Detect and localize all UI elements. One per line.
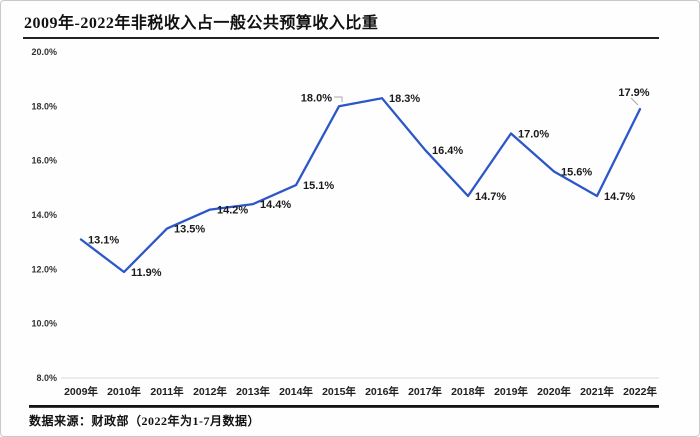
x-axis-tick-label: 2014年 [279, 385, 313, 398]
bottom-rule [29, 405, 659, 408]
y-axis-tick-label: 16.0% [31, 156, 57, 166]
x-axis-tick-label: 2020年 [537, 385, 571, 398]
data-point-label: 14.2% [217, 205, 248, 217]
x-axis-tick-label: 2010年 [107, 385, 141, 398]
label-leader-line [630, 97, 639, 106]
data-point-label: 14.7% [604, 191, 635, 203]
data-point-label: 16.4% [432, 145, 463, 157]
x-axis-tick-label: 2022年 [623, 385, 657, 398]
data-point-label: 13.5% [174, 224, 205, 236]
data-point-label: 14.7% [475, 191, 506, 203]
source-note: 数据来源：财政部（2022年为1-7月数据） [29, 414, 260, 428]
x-axis-tick-label: 2013年 [236, 385, 270, 398]
data-point-label: 14.4% [260, 199, 291, 211]
trend-line [79, 97, 642, 274]
label-leader-line [334, 96, 343, 102]
data-point-label: 15.6% [561, 167, 592, 179]
x-axis-tick-label: 2017年 [408, 385, 442, 398]
y-axis-tick-label: 12.0% [31, 264, 57, 274]
chart-title: 2009年-2022年非税收入占一般公共预算收入比重 [24, 15, 379, 32]
x-axis-tick-label: 2018年 [451, 385, 485, 398]
y-axis-tick-label: 8.0% [36, 373, 57, 383]
data-point-label: 15.1% [303, 180, 334, 192]
x-axis-tick-label: 2009年 [64, 385, 98, 398]
data-point-label: 18.0% [301, 92, 332, 104]
y-axis-tick-label: 18.0% [31, 101, 57, 111]
y-axis-tick-label: 10.0% [31, 319, 57, 329]
data-point-label: 18.3% [389, 93, 420, 105]
x-axis-tick-label: 2012年 [193, 385, 227, 398]
x-axis-tick-label: 2016年 [365, 385, 399, 398]
title-divider [23, 37, 659, 39]
data-point-label: 17.0% [518, 129, 549, 141]
x-axis-tick-label: 2021年 [580, 385, 614, 398]
y-axis-tick-label: 14.0% [31, 210, 57, 220]
y-axis-tick-label: 20.0% [31, 47, 57, 57]
x-axis-tick-label: 2011年 [150, 385, 184, 398]
data-point-label: 17.9% [618, 87, 649, 99]
x-axis-tick-label: 2019年 [494, 385, 528, 398]
data-point-label: 13.1% [88, 235, 119, 247]
data-point-label: 11.9% [131, 267, 162, 279]
x-axis-tick-label: 2015年 [322, 385, 356, 398]
